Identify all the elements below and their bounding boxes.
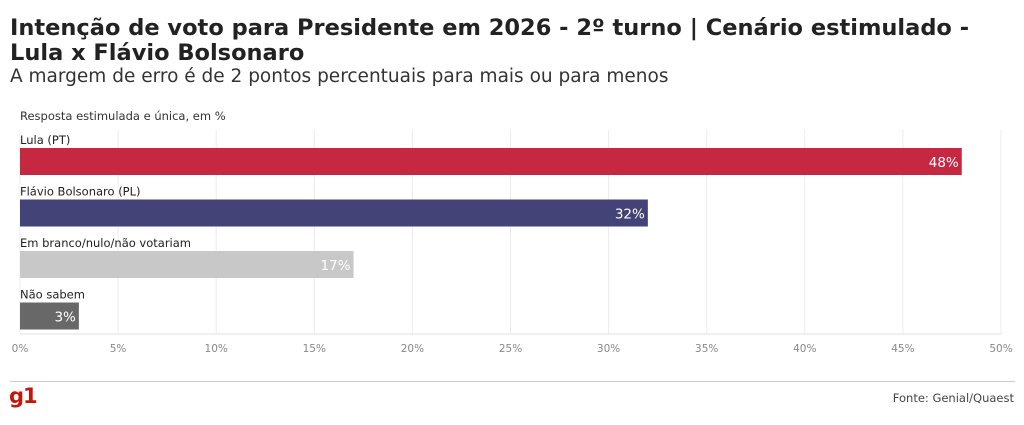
- x-tick-label: 5%: [110, 343, 127, 355]
- footer-divider: [10, 381, 1015, 382]
- bar: [20, 148, 962, 175]
- g1-logo: g1: [9, 384, 38, 408]
- data-label: 32%: [615, 207, 645, 223]
- x-tick-label: 45%: [891, 343, 914, 355]
- chart-title: Intenção de voto para Presidente em 2026…: [10, 15, 970, 66]
- bar: [20, 199, 648, 227]
- x-tick-label: 25%: [499, 343, 522, 355]
- x-tick-label: 15%: [303, 343, 326, 355]
- category-label: Em branco/nulo/não votariam: [20, 236, 191, 250]
- x-tick-label: 40%: [793, 343, 816, 355]
- category-label: Lula (PT): [20, 133, 70, 147]
- x-tick-label: 0%: [12, 343, 29, 355]
- x-tick-label: 50%: [989, 343, 1012, 355]
- bar: [20, 251, 354, 278]
- source-note: Fonte: Genial/Quaest: [892, 391, 1014, 405]
- bar: [20, 302, 79, 330]
- x-tick-label: 30%: [597, 343, 620, 355]
- chart-subtitle: A margem de erro é de 2 pontos percentua…: [10, 66, 669, 87]
- data-label: 48%: [929, 155, 959, 171]
- x-tick-label: 10%: [205, 343, 228, 355]
- x-tick-label: 20%: [401, 343, 424, 355]
- x-tick-label: 35%: [695, 343, 718, 355]
- data-label: 17%: [321, 258, 351, 274]
- category-label: Não sabem: [20, 288, 85, 302]
- chart-note: Resposta estimulada e única, em %: [20, 109, 226, 123]
- category-label: Flávio Bolsonaro (PL): [20, 185, 141, 199]
- data-label: 3%: [54, 310, 76, 326]
